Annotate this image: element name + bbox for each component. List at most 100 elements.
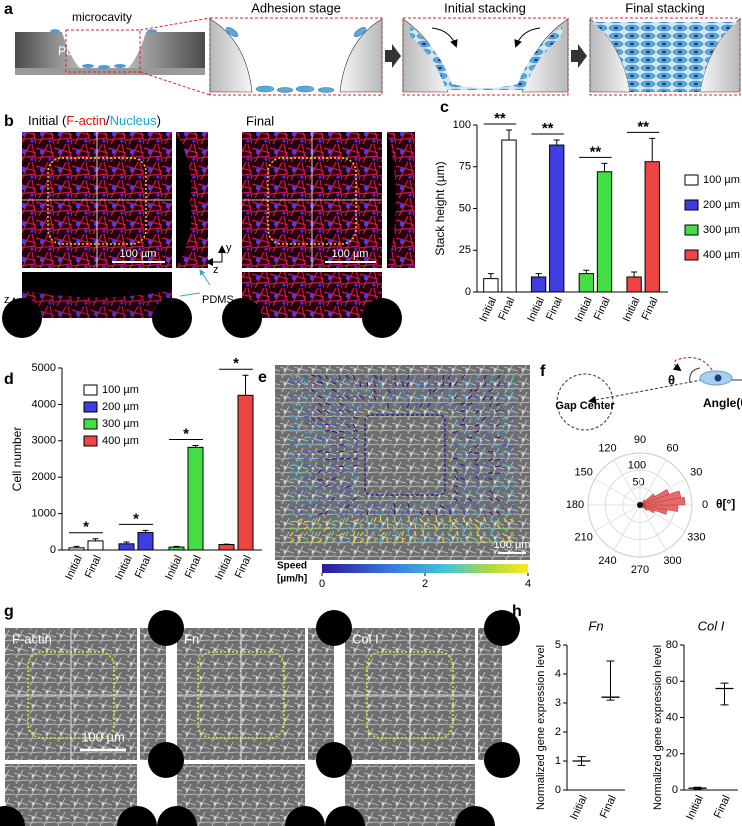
velocity-arrow	[495, 444, 501, 448]
velocity-arrow	[474, 423, 480, 428]
direction-line	[588, 377, 713, 404]
velocity-arrow	[345, 470, 351, 474]
velocity-arrow	[469, 531, 473, 537]
velocity-arrow	[460, 463, 466, 467]
velocity-arrow	[447, 395, 452, 401]
velocity-arrow	[469, 381, 473, 387]
velocity-arrow	[310, 374, 316, 377]
r-tick-label: 50	[632, 477, 644, 489]
y-tick-label: 0	[555, 784, 561, 796]
velocity-arrow	[482, 511, 487, 516]
velocity-arrow	[345, 423, 351, 428]
velocity-arrow	[345, 444, 351, 448]
error-bar	[505, 129, 512, 141]
velocity-arrow	[366, 402, 372, 407]
velocity-arrow	[352, 538, 356, 544]
velocity-arrow	[317, 449, 323, 453]
panel-label: h	[512, 603, 522, 620]
velocity-arrow	[495, 423, 501, 427]
velocity-arrow	[420, 524, 424, 530]
bar	[530, 276, 547, 293]
velocity-arrow	[359, 538, 364, 544]
velocity-arrow	[495, 430, 501, 435]
velocity-arrow	[303, 463, 309, 467]
velocity-arrow	[303, 415, 310, 418]
velocity-arrow	[352, 476, 358, 481]
velocity-arrow	[289, 388, 295, 393]
velocity-arrow	[324, 510, 329, 516]
axis-letter: z	[213, 264, 219, 276]
velocity-arrow	[453, 395, 459, 399]
velocity-arrow	[296, 430, 303, 433]
error-bar	[92, 538, 99, 541]
stage-title: Adhesion stage	[251, 0, 341, 15]
velocity-arrow	[453, 518, 459, 523]
velocity-arrow	[324, 526, 330, 530]
velocity-arrow	[474, 463, 480, 467]
velocity-arrow	[467, 505, 473, 509]
velocity-arrow	[467, 395, 473, 400]
velocity-arrow	[405, 388, 410, 394]
velocity-arrow	[359, 518, 365, 523]
x-tick-label: Final	[544, 295, 565, 322]
velocity-arrow	[345, 485, 352, 488]
velocity-arrow	[317, 402, 323, 407]
velocity-arrow	[488, 381, 494, 385]
velocity-arrow	[310, 437, 316, 442]
velocity-arrow	[483, 517, 487, 523]
velocity-arrow	[448, 381, 452, 387]
scale-bar-label: 100 µm	[332, 248, 369, 260]
velocity-arrow	[510, 381, 515, 386]
velocity-arrow	[415, 516, 418, 523]
velocity-arrow	[508, 422, 515, 425]
velocity-arrow	[296, 395, 302, 399]
x-tick-label: Final	[640, 295, 661, 322]
velocity-arrow	[324, 504, 330, 509]
velocity-arrow	[467, 430, 473, 434]
velocity-arrow	[420, 538, 424, 544]
bar	[483, 278, 499, 293]
velocity-arrow	[460, 539, 466, 544]
velocity-arrow	[462, 395, 466, 401]
velocity-arrow	[483, 381, 487, 387]
velocity-arrow	[310, 451, 317, 454]
velocity-arrow	[394, 402, 398, 408]
velocity-arrow	[460, 409, 466, 413]
velocity-arrow	[474, 511, 480, 516]
velocity-arrow	[413, 538, 417, 544]
title-part: )	[157, 113, 161, 128]
velocity-arrow	[310, 465, 316, 469]
y-axis-label: Stack height (µm)	[433, 161, 447, 255]
velocity-arrow	[373, 538, 377, 544]
velocity-arrow	[434, 503, 438, 509]
velocity-arrow	[459, 499, 466, 502]
velocity-arrow	[461, 381, 466, 387]
x-tick-label: Initial	[213, 553, 235, 581]
velocity-arrow	[453, 381, 459, 386]
velocity-arrow	[303, 457, 310, 460]
velocity-arrow	[310, 472, 317, 475]
velocity-arrow	[386, 381, 389, 388]
velocity-arrow	[394, 381, 398, 387]
velocity-arrow	[488, 490, 494, 495]
velocity-arrow	[303, 388, 310, 391]
velocity-arrow	[446, 505, 452, 509]
bar	[187, 446, 204, 551]
velocity-arrow	[456, 388, 459, 395]
bar	[644, 161, 660, 293]
velocity-arrow	[441, 381, 445, 387]
velocity-arrow	[509, 388, 515, 393]
velocity-arrow	[453, 430, 459, 434]
significance-label: *	[133, 510, 139, 527]
velocity-arrow	[352, 416, 358, 420]
theta-tick-label: 240	[598, 555, 616, 567]
velocity-arrow	[496, 374, 501, 380]
velocity-arrow	[359, 524, 363, 530]
velocity-arrow	[439, 504, 445, 509]
velocity-arrow	[461, 531, 466, 537]
velocity-arrow	[331, 381, 337, 386]
y-tick-label: 80	[666, 639, 678, 651]
velocity-arrow	[345, 478, 352, 481]
velocity-arrow	[310, 409, 316, 413]
velocity-arrow	[454, 374, 459, 380]
